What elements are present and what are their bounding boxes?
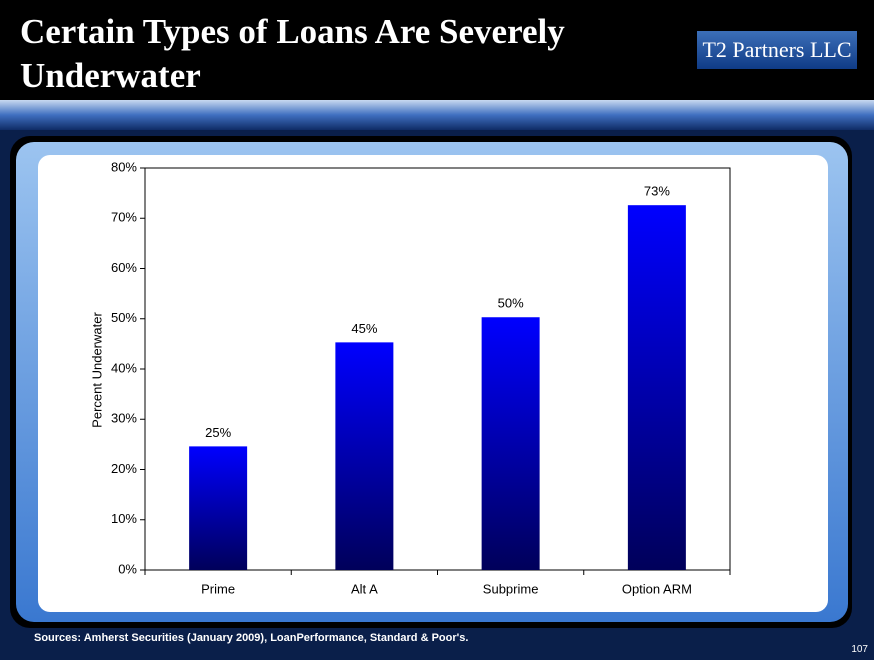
page-number: 107	[851, 644, 868, 655]
y-tick-label: 0%	[118, 561, 137, 576]
bar	[335, 342, 394, 570]
logo: T2 Partners LLC	[697, 31, 857, 69]
y-tick-label: 80%	[111, 159, 137, 174]
y-tick-label: 60%	[111, 260, 137, 275]
plot-panel	[38, 155, 828, 612]
slide-title: Certain Types of Loans Are Severely Unde…	[20, 12, 565, 95]
value-label: 50%	[498, 296, 524, 311]
y-tick-label: 50%	[111, 310, 137, 325]
value-label: 25%	[205, 425, 231, 440]
sources: Sources: Amherst Securities (January 200…	[34, 632, 469, 644]
y-axis-label: Percent Underwater	[89, 312, 104, 428]
x-tick-label: Subprime	[483, 581, 539, 596]
y-tick-label: 10%	[111, 511, 137, 526]
y-tick-label: 20%	[111, 461, 137, 476]
x-tick-label: Option ARM	[622, 581, 692, 596]
bar	[481, 317, 540, 570]
y-tick-label: 70%	[111, 210, 137, 225]
y-tick-label: 30%	[111, 411, 137, 426]
value-label: 45%	[351, 321, 377, 336]
y-tick-label: 40%	[111, 360, 137, 375]
value-label: 73%	[644, 184, 670, 199]
header-stripe	[0, 100, 874, 130]
x-tick-label: Alt A	[351, 581, 378, 596]
bar	[189, 446, 248, 570]
bar	[627, 205, 686, 570]
x-tick-label: Prime	[201, 581, 235, 596]
